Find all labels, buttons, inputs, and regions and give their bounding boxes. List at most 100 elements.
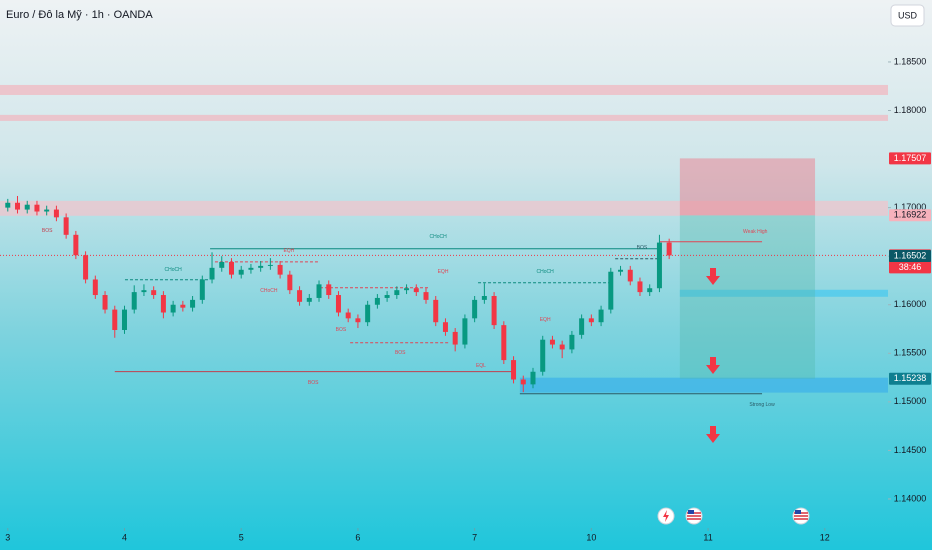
candle-body <box>549 339 555 345</box>
price-tag-countdown: 38:46 <box>899 262 922 272</box>
candle-body <box>92 279 98 296</box>
candle-body <box>618 269 624 272</box>
event-icons <box>657 507 810 525</box>
candle-body <box>248 267 254 270</box>
candle-body <box>433 299 439 323</box>
candle-body <box>209 267 215 280</box>
candle-body <box>151 290 157 296</box>
currency-button[interactable] <box>890 4 925 27</box>
candle-body <box>102 295 108 310</box>
annotation: CHoCH <box>260 288 278 294</box>
y-tick-label: 1.18500 <box>894 56 927 66</box>
x-tick-label: 6 <box>355 532 360 542</box>
candle-body <box>345 312 351 319</box>
annotation: EQH <box>540 317 551 323</box>
candle-body <box>15 202 21 210</box>
candle-body <box>374 297 380 305</box>
plot-layer: BOS CHoCH EQH CHoCH BOS BOS EQH CHoCH CHoCH EQH EQ… <box>0 84 888 408</box>
price-tag <box>889 209 931 222</box>
candle-body <box>355 318 361 323</box>
stop-area <box>679 158 816 216</box>
annotation: Strong Low <box>749 402 775 408</box>
price-tag <box>889 372 931 385</box>
candle-body <box>24 204 30 210</box>
y-tick-label: 1.15000 <box>894 396 927 406</box>
candle-body <box>452 331 458 345</box>
price-tag-label: 1.15238 <box>894 373 927 383</box>
price-tag-label: 1.16922 <box>894 210 927 220</box>
candle-body <box>335 295 341 313</box>
currency-label[interactable]: USD <box>898 10 918 20</box>
candle-body <box>238 269 244 275</box>
x-tick-label: 5 <box>239 532 244 542</box>
x-tick-label: 11 <box>703 532 712 542</box>
candle-body <box>384 295 390 298</box>
candle-body <box>5 202 11 208</box>
candle-body <box>63 217 69 235</box>
candle-body <box>501 325 507 361</box>
candle-body <box>647 288 653 293</box>
y-tick-label: 1.18000 <box>894 105 927 115</box>
x-tick-label: 7 <box>472 532 477 542</box>
annotation: BOS <box>42 228 53 234</box>
annotation: CHoCH <box>537 269 555 275</box>
candle-body <box>297 290 303 302</box>
zone <box>0 84 888 95</box>
candle-body <box>160 295 166 313</box>
annotation: Weak High <box>743 229 768 235</box>
y-tick-label: 1.17000 <box>894 202 927 212</box>
candle-body <box>520 379 526 385</box>
candle-body <box>277 264 283 275</box>
candle-body <box>462 318 468 345</box>
y-tick-label: 1.14500 <box>894 445 927 455</box>
candle-body <box>44 209 50 212</box>
down-arrow <box>706 268 720 285</box>
candle-body <box>579 318 585 335</box>
annotation: BOS <box>637 245 648 251</box>
candle-body <box>34 204 40 212</box>
candle-body <box>316 284 322 298</box>
flag-glyph <box>688 510 694 514</box>
candle-body <box>608 271 614 310</box>
candle-body <box>637 281 643 293</box>
candle-body <box>588 318 594 323</box>
annotation: BOS <box>308 380 319 386</box>
candle-body <box>83 255 89 280</box>
candle-body <box>219 262 225 268</box>
chart-title: Euro / Đô la Mỹ · 1h · OANDA <box>6 9 153 21</box>
candle-body <box>394 290 400 296</box>
x-tick-label: 12 <box>820 532 830 542</box>
candle-body <box>228 262 234 275</box>
arrows <box>706 268 720 443</box>
candle-body <box>404 288 410 291</box>
target-area <box>679 215 816 379</box>
zone <box>0 114 888 121</box>
y-tick-label: 1.16000 <box>894 299 927 309</box>
candle-body <box>180 304 186 308</box>
annotation: EQH <box>283 248 294 254</box>
candle-body <box>540 339 546 372</box>
price-tag-label: 1.17507 <box>894 153 927 163</box>
x-tick-label: 3 <box>5 532 10 542</box>
candle-body <box>141 290 147 293</box>
candle-body <box>491 295 497 326</box>
zone <box>0 200 888 216</box>
candle-body <box>656 242 662 289</box>
candle-body <box>413 288 419 293</box>
candle-body <box>530 371 536 385</box>
x-tick-label: 10 <box>586 532 596 542</box>
candle-body <box>666 242 672 256</box>
down-arrow <box>706 426 720 443</box>
price-tag <box>889 152 931 165</box>
annotation: CHoCH <box>430 234 448 240</box>
candle-body <box>559 344 565 350</box>
down-arrow <box>706 357 720 374</box>
candle-body <box>598 309 604 323</box>
candle-body <box>472 299 478 319</box>
candle-body <box>121 309 127 330</box>
candle-body <box>627 269 633 282</box>
candle-body <box>112 309 118 330</box>
candle-body <box>131 292 137 310</box>
event-glyph <box>663 510 669 522</box>
